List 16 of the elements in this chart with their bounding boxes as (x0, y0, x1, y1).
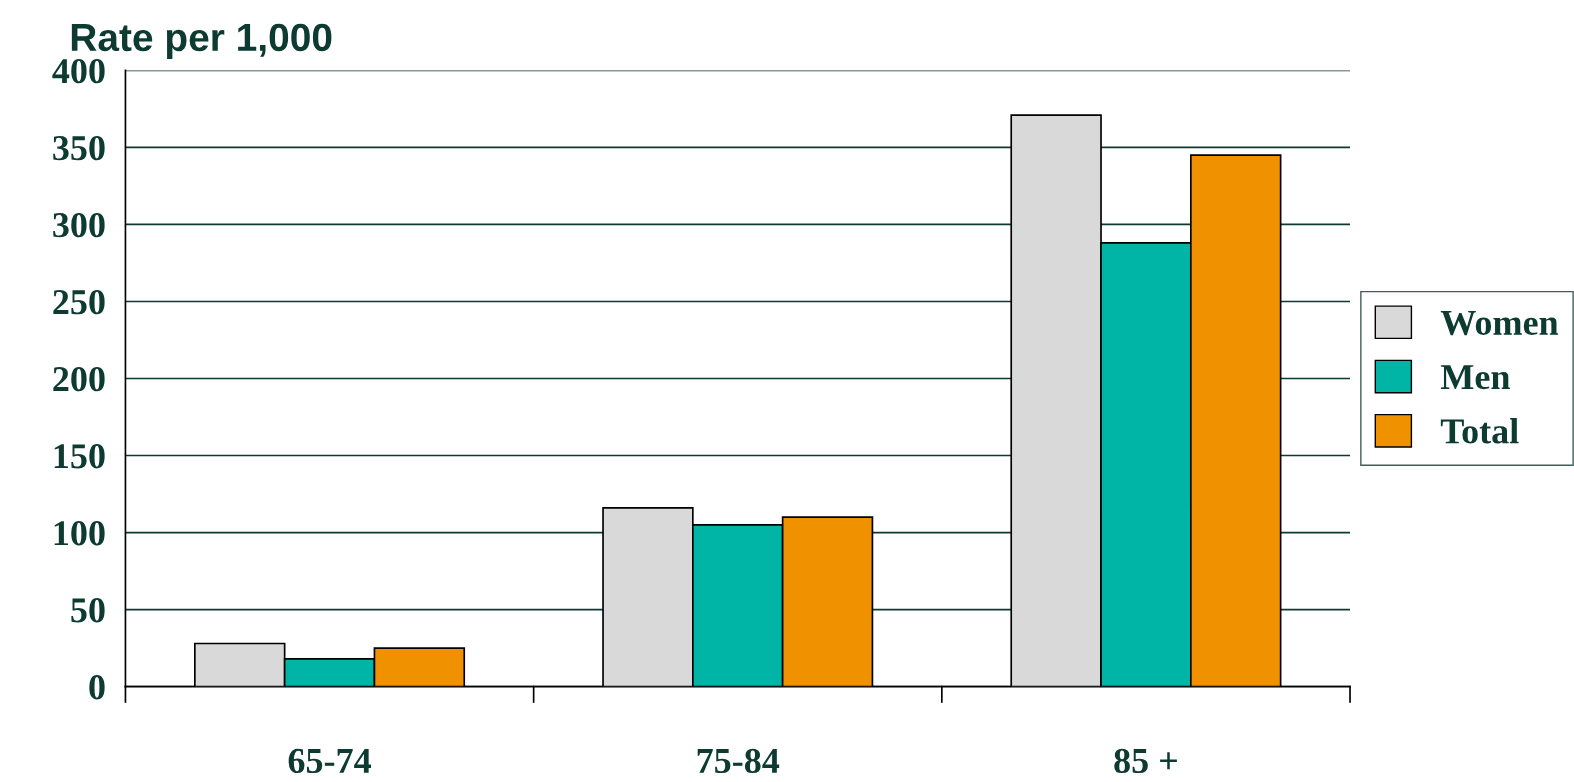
y-tick-label: 200 (53, 367, 105, 392)
x-tick-label: 75-84 (697, 748, 780, 774)
y-tick-label: 300 (53, 212, 105, 238)
y-tick-label: 350 (53, 135, 105, 161)
x-tick-label: 85 + (1114, 748, 1177, 774)
legend-label: Women (1440, 310, 1559, 336)
y-axis-title: Rate per 1,000 (71, 23, 332, 59)
x-tick-label: 65-74 (288, 748, 371, 774)
y-tick-label: 0 (89, 675, 105, 700)
y-tick-label: 50 (71, 598, 105, 623)
y-tick-label: 100 (54, 521, 105, 546)
legend-label: Men (1440, 365, 1510, 390)
y-tick-label: 250 (53, 289, 105, 315)
y-tick-label: 150 (54, 444, 105, 469)
y-tick-label: 400 (52, 58, 105, 84)
legend-label: Total (1440, 418, 1519, 444)
